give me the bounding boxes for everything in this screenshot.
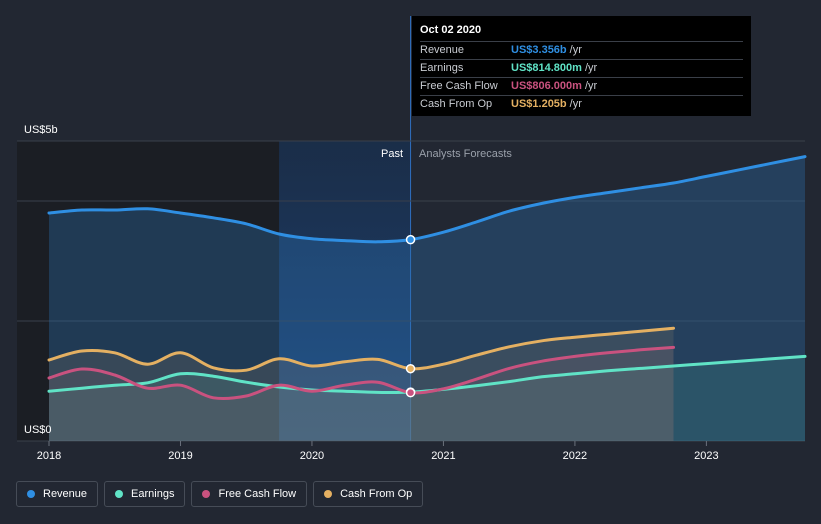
legend-item-label: Earnings (131, 488, 175, 500)
tooltip-row-value: US$814.800m (511, 62, 582, 74)
legend-item-free-cash-flow[interactable]: Free Cash Flow (191, 481, 308, 507)
past-zone-label: Past (381, 148, 403, 160)
x-tick-label: 2023 (694, 450, 718, 462)
tooltip-row-label: Cash From Op (420, 98, 493, 110)
tooltip-row-unit: /yr (584, 62, 598, 74)
series-lines (47, 155, 807, 401)
tooltip-row-unit: /yr (584, 80, 598, 92)
x-tick-label: 2019 (168, 450, 192, 462)
legend-item-label: Revenue (43, 488, 88, 500)
x-tick-label: 2018 (37, 450, 61, 462)
legend-item-cash-from-op[interactable]: Cash From Op (313, 481, 424, 507)
legend-item-revenue[interactable]: Revenue (16, 481, 99, 507)
cash-from-op-marker (405, 363, 416, 374)
earnings-area (49, 356, 805, 441)
hover-markers (405, 234, 416, 398)
tooltip-row: Free Cash Flow US$806.000m/yr (420, 77, 743, 95)
x-tick-label: 2021 (431, 450, 455, 462)
legend-item-earnings[interactable]: Earnings (104, 481, 186, 507)
legend-item-label: Cash From Op (340, 488, 413, 500)
tooltip-row-label: Free Cash Flow (420, 80, 498, 92)
revenue-line (47, 155, 807, 244)
legend-dot-icon (27, 490, 35, 498)
cash-from-op-line (47, 326, 676, 373)
tooltip-row: Cash From Op US$1.205b/yr (420, 95, 743, 113)
free-cash-flow-marker (405, 387, 416, 398)
revenue-marker (405, 234, 416, 245)
legend-item-label: Free Cash Flow (218, 488, 297, 500)
forecast-zone-label: Analysts Forecasts (419, 148, 512, 160)
tooltip-date: Oct 02 2020 (420, 24, 482, 36)
grid-lines (17, 140, 805, 442)
y-axis-top-label: US$5b (24, 124, 58, 136)
legend-dot-icon (324, 490, 333, 498)
tooltip-rows: Revenue US$3.356b/yr Earnings US$814.800m/y… (420, 41, 743, 113)
tooltip-row-unit: /yr (569, 44, 582, 56)
x-tick-label: 2022 (563, 450, 587, 462)
tooltip-row-label: Revenue (420, 44, 465, 56)
tooltip-row-value: US$806.000m (511, 80, 582, 92)
tooltip-row: Earnings US$814.800m/yr (420, 59, 743, 77)
legend-dot-icon (202, 490, 211, 498)
tooltip-row: Revenue US$3.356b/yr (420, 41, 743, 59)
cash-from-op-area (49, 328, 674, 441)
hover-tooltip: Oct 02 2020 Revenue US$3.356b/yr Earnings U… (412, 16, 751, 116)
free-cash-flow-area (49, 347, 674, 441)
tooltip-row-value: US$3.356b (511, 44, 567, 56)
free-cash-flow-line (47, 345, 676, 401)
x-axis-ticks: 2018 2019 2020 2021 2022 2023 (37, 441, 719, 462)
chart-background (17, 16, 412, 441)
x-tick-label: 2020 (300, 450, 324, 462)
legend-dot-icon (115, 490, 124, 498)
tooltip-row-label: Earnings (420, 62, 464, 74)
tooltip-row-value: US$1.205b (511, 98, 567, 110)
y-axis-bottom-label: US$0 (24, 424, 52, 436)
tooltip-row-unit: /yr (569, 98, 582, 110)
legend: Revenue Earnings Free Cash Flow Cash From O… (16, 481, 424, 507)
